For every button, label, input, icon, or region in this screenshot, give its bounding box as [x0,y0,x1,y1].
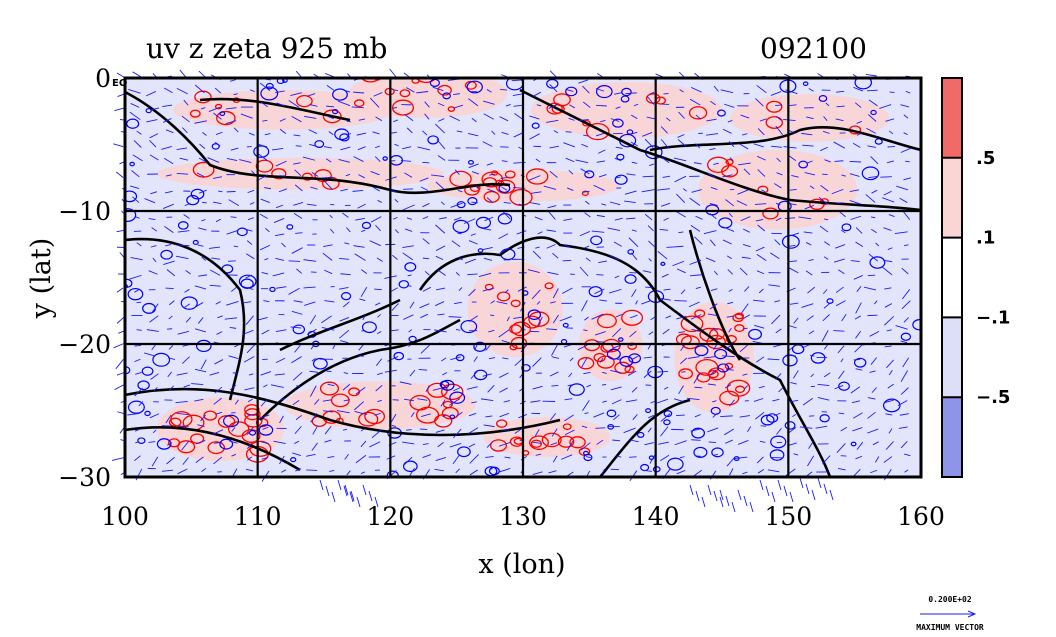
x-tick-label: 100 [101,502,149,531]
y-tick-label: 0 [95,64,111,93]
plot-frame [123,76,923,479]
y-tick-label: −10 [58,197,111,226]
reference-vector: 0.200E+02 MAXIMUM VECTOR [916,595,984,632]
y-tick-label: −30 [58,463,111,492]
reference-vector-value: 0.200E+02 [928,595,972,604]
colorbar: .5 .1 −.1 −.5 [941,77,1010,478]
x-tick-label: 140 [632,502,680,531]
x-tick-label: 110 [234,502,282,531]
y-tick-label: −20 [58,330,111,359]
colorbar-frame [941,77,963,478]
colorbar-label: −.5 [976,387,1010,408]
x-axis: 100 110 120 130 140 150 160 [101,502,945,531]
colorbar-swatch [942,317,962,398]
reference-vector-caption: MAXIMUM VECTOR [916,623,984,632]
plot-area [111,68,923,513]
colorbar-label: −.1 [976,307,1010,328]
y-axis: 0 −10 −20 −30 [58,64,111,492]
x-tick-label: 160 [897,502,945,531]
x-tick-label: 150 [764,502,812,531]
reference-vector-arrowhead [967,610,977,618]
x-axis-label: x (lon) [478,549,565,580]
colorbar-swatch [942,397,962,477]
y-tick-suffix: EQ [112,78,127,89]
colorbar-swatch [942,78,962,158]
colorbar-label: .1 [976,228,995,249]
colorbar-label: .5 [976,148,995,169]
time-label: 092100 [760,32,867,65]
colorbar-swatch [942,237,962,318]
x-tick-label: 130 [499,502,547,531]
colorbar-swatch [942,157,962,238]
x-tick-label: 120 [366,502,414,531]
y-axis-label: y (lat) [26,238,57,320]
chart-title: uv z zeta 925 mb [146,32,387,65]
